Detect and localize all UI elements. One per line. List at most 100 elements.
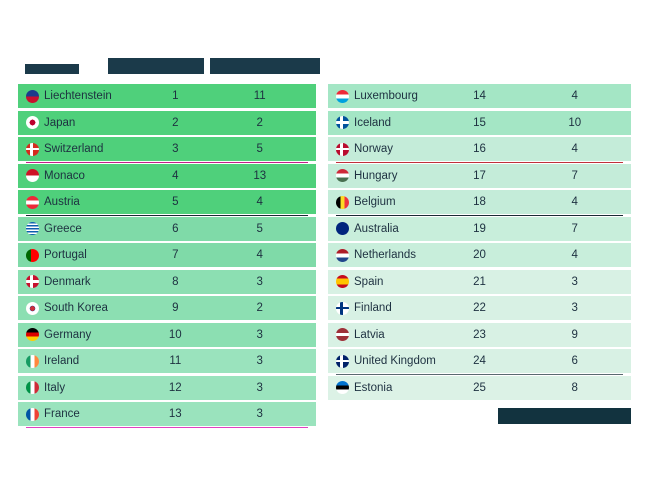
iceland-flag-icon [336, 116, 349, 129]
australia-flag-icon [336, 222, 349, 235]
rank-value: 20 [473, 249, 486, 261]
count-value: 7 [571, 169, 578, 182]
rank-value: 10 [168, 328, 182, 341]
rank-value: 9 [172, 302, 179, 314]
rank-value: 22 [473, 302, 486, 314]
rank-value: 16 [473, 143, 486, 155]
table-row: Monaco 4 13 [18, 163, 316, 188]
rank-value: 2 [172, 116, 179, 129]
column-header-country [25, 64, 79, 74]
count-value: 7 [571, 222, 578, 235]
count-value: 3 [571, 275, 578, 288]
country-name: Portugal [44, 249, 87, 261]
estonia-flag-icon [336, 381, 349, 394]
finland-flag-icon [336, 301, 349, 315]
rank-value: 14 [473, 90, 486, 102]
south-korea-flag-icon [26, 301, 39, 315]
country-name: Liechtenstein [44, 90, 112, 102]
country-name: France [44, 408, 80, 420]
country-name: Denmark [44, 275, 91, 288]
count-value: 3 [256, 408, 263, 420]
united-kingdom-flag-icon [336, 354, 349, 368]
row-divider [336, 161, 623, 163]
rank-value: 3 [172, 143, 179, 155]
table-row: Switzerland 3 5 [18, 137, 316, 163]
country-name: Japan [44, 116, 76, 129]
count-value: 3 [256, 328, 263, 341]
france-flag-icon [26, 407, 39, 421]
belgium-flag-icon [336, 195, 349, 209]
rank-value: 13 [168, 408, 182, 420]
table-row: Italy 12 3 [18, 375, 316, 400]
country-name: Germany [44, 328, 92, 341]
country-name: Greece [44, 222, 82, 235]
rank-value: 23 [473, 328, 486, 341]
column-header-value [210, 58, 320, 74]
table-row: Spain 21 3 [328, 269, 631, 294]
row-divider [26, 161, 308, 163]
country-name: United Kingdom [354, 355, 436, 367]
table-row: Latvia 23 9 [328, 322, 631, 347]
spain-flag-icon [336, 275, 349, 288]
rank-value: 5 [172, 196, 179, 208]
count-value: 5 [256, 143, 263, 155]
luxembourg-flag-icon [336, 89, 349, 103]
country-name: Iceland [354, 116, 392, 129]
country-name: South Korea [44, 302, 108, 314]
table-row: Ireland 11 3 [18, 349, 316, 373]
germany-flag-icon [26, 328, 39, 341]
count-value: 11 [253, 90, 266, 102]
monaco-flag-icon [26, 169, 39, 182]
table-left-column: Liechtenstein 1 11 Japan 2 2 Switzerland 3 5 Mona… [18, 84, 316, 429]
count-value: 6 [571, 355, 578, 367]
country-name: Monaco [44, 169, 85, 182]
table-row: Germany 10 3 [18, 322, 316, 347]
rank-value: 7 [172, 249, 179, 261]
rank-value: 8 [172, 275, 179, 288]
country-name: Norway [354, 143, 393, 155]
rank-value: 19 [473, 222, 486, 235]
table-row: Finland 22 3 [328, 296, 631, 320]
row-divider [26, 426, 308, 428]
count-value: 4 [571, 196, 578, 208]
row-divider [336, 214, 623, 216]
count-value: 4 [571, 249, 578, 261]
table-row: Liechtenstein 1 11 [18, 84, 316, 108]
count-value: 8 [571, 381, 578, 394]
count-value: 4 [571, 90, 578, 102]
table-row: Estonia 25 8 [328, 375, 631, 400]
switzerland-flag-icon [26, 142, 39, 156]
count-value: 4 [256, 249, 263, 261]
country-name: Belgium [354, 196, 396, 208]
rank-value: 25 [473, 381, 486, 394]
count-value: 3 [571, 302, 578, 314]
rank-value: 24 [473, 355, 486, 367]
hungary-flag-icon [336, 169, 349, 182]
table-row: Japan 2 2 [18, 110, 316, 135]
italy-flag-icon [26, 381, 39, 394]
portugal-flag-icon [26, 248, 39, 262]
table-row: Austria 5 4 [18, 190, 316, 216]
greece-flag-icon [26, 222, 39, 235]
table-row: United Kingdom 24 6 [328, 349, 631, 375]
rank-value: 18 [473, 196, 486, 208]
table-row: Australia 19 7 [328, 216, 631, 241]
rank-value: 12 [168, 381, 182, 394]
rank-value: 11 [169, 355, 182, 367]
count-value: 3 [256, 381, 263, 394]
denmark-flag-icon [26, 275, 39, 288]
count-value: 3 [256, 355, 263, 367]
country-name: Luxembourg [354, 90, 418, 102]
count-value: 2 [256, 302, 263, 314]
table-right-column: Luxembourg 14 4 Iceland 15 10 Norway 16 4 Hungary… [328, 84, 631, 402]
row-divider [26, 214, 308, 216]
count-value: 10 [568, 116, 582, 129]
country-name: Finland [354, 302, 392, 314]
liechtenstein-flag-icon [26, 89, 39, 103]
rank-value: 1 [172, 90, 179, 102]
table-row: Belgium 18 4 [328, 190, 631, 216]
count-value: 13 [253, 169, 267, 182]
count-value: 9 [571, 328, 578, 341]
count-value: 4 [571, 143, 578, 155]
country-name: Ireland [44, 355, 80, 367]
